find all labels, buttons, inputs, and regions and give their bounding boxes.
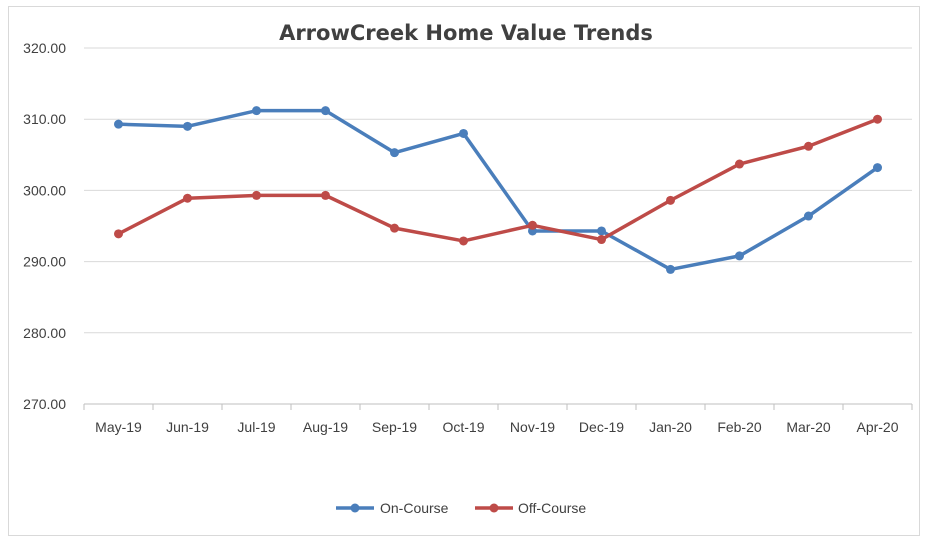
data-point <box>735 159 744 169</box>
legend-label: On-Course <box>380 500 449 516</box>
data-point <box>873 114 882 124</box>
data-point <box>459 236 468 246</box>
y-tick-label: 280.00 <box>23 325 66 341</box>
gridlines <box>84 47 912 334</box>
series-line <box>116 117 880 243</box>
x-tick-label: Jan-20 <box>649 419 692 435</box>
series-off-course <box>114 114 882 246</box>
legend-item: Off-Course <box>475 500 586 516</box>
series-line <box>116 108 880 272</box>
y-tick-label: 320.00 <box>23 40 66 56</box>
chart-frame <box>8 6 920 536</box>
data-point <box>183 193 192 203</box>
data-point <box>597 226 606 236</box>
legend-swatch-marker <box>489 503 499 513</box>
data-point <box>390 148 399 158</box>
x-tick-label: Sep-19 <box>372 419 417 435</box>
data-point <box>390 223 399 233</box>
data-point <box>114 119 123 129</box>
y-tick-label: 290.00 <box>23 254 66 270</box>
data-point <box>459 128 468 138</box>
x-tick-label: Dec-19 <box>579 419 624 435</box>
data-point <box>252 190 261 200</box>
y-tick-label: 310.00 <box>23 111 66 127</box>
x-tick-label: Jul-19 <box>237 419 275 435</box>
x-tick-label: Jun-19 <box>166 419 209 435</box>
legend-item: On-Course <box>336 500 449 516</box>
data-point <box>735 251 744 261</box>
y-tick-label: 270.00 <box>23 396 66 412</box>
x-tick-label: Feb-20 <box>717 419 762 435</box>
x-tick-label: Oct-19 <box>442 419 484 435</box>
x-tick-label: Aug-19 <box>303 419 348 435</box>
data-point <box>528 220 537 230</box>
y-axis-ticks: 270.00 280.00 290.00 300.00 310.00 320.00 <box>23 40 66 412</box>
data-point <box>321 190 330 200</box>
legend-swatch-marker <box>350 503 360 513</box>
chart-title: ArrowCreek Home Value Trends <box>279 21 653 45</box>
legend-label: Off-Course <box>518 500 586 516</box>
legend: On-Course Off-Course <box>336 500 586 516</box>
series-on-course <box>114 106 882 274</box>
data-point <box>873 163 882 173</box>
data-point <box>597 235 606 245</box>
x-tick-label: Apr-20 <box>856 419 898 435</box>
x-tick-label: Mar-20 <box>786 419 831 435</box>
data-point <box>804 211 813 221</box>
x-tick-label: Nov-19 <box>510 419 555 435</box>
series-group <box>114 106 882 274</box>
data-point <box>666 195 675 205</box>
data-point <box>183 121 192 131</box>
data-point <box>114 229 123 239</box>
data-point <box>252 106 261 116</box>
data-point <box>321 106 330 116</box>
y-tick-label: 300.00 <box>23 182 66 198</box>
data-point <box>666 264 675 274</box>
x-axis: May-19 Jun-19 Jul-19 Aug-19 Sep-19 Oct-19 Nov-… <box>83 403 913 435</box>
x-tick-label: May-19 <box>95 419 142 435</box>
data-point <box>804 141 813 151</box>
